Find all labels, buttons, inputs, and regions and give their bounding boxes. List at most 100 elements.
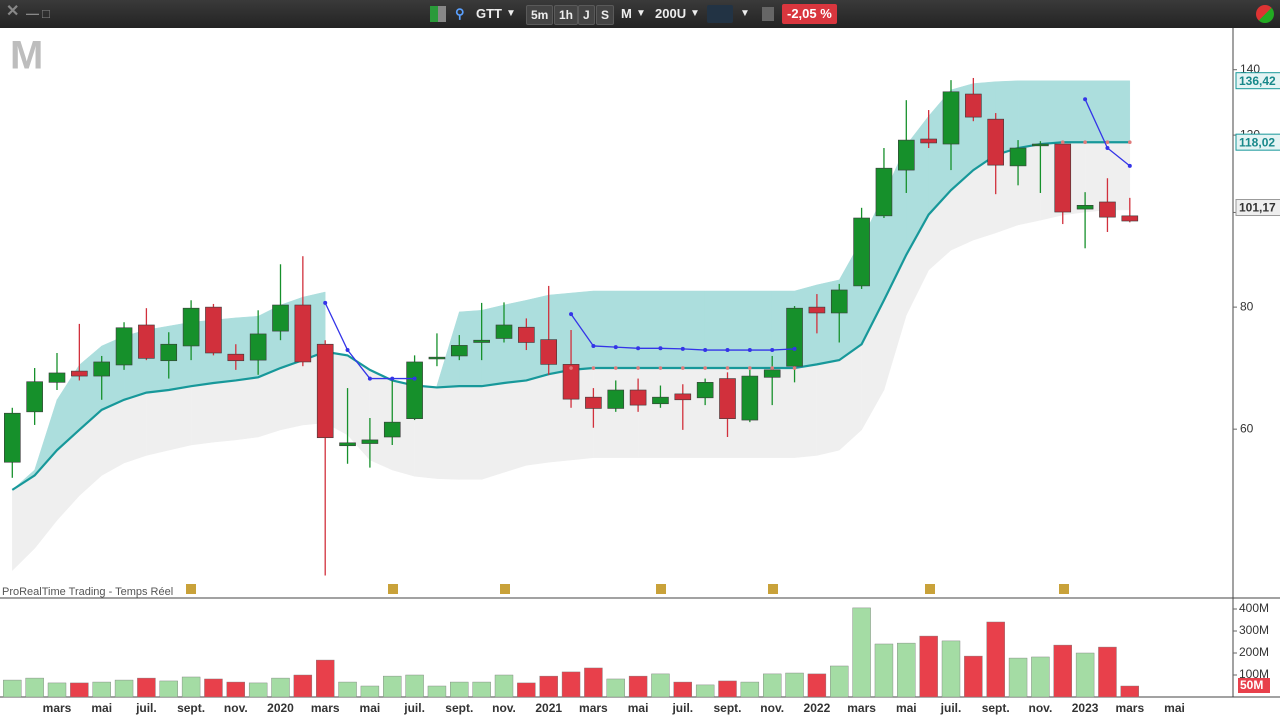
x-tick-label: mai [896,701,917,715]
lower-band-fill [794,364,818,458]
close-button[interactable]: ✕ [6,3,20,20]
signal-dot [323,300,328,305]
candle-body [696,382,714,399]
volume-bar [628,675,648,698]
symbol[interactable]: GTT [476,6,502,21]
signal-dot [367,376,372,381]
candle-body [965,93,982,118]
lower-band-fill [101,399,125,476]
units[interactable]: 200U [655,6,687,21]
signal-dot [591,343,596,348]
x-tick-label: sept. [713,701,741,715]
dropdown-arrow[interactable]: ▼ [690,8,700,19]
volume-bar [137,677,156,698]
volume-bar [47,682,67,698]
x-tick-label: mars [1115,701,1144,715]
upper-band-fill [727,290,751,369]
lower-band-fill [123,392,147,464]
info-icon[interactable] [762,7,774,21]
dropdown-arrow[interactable]: ▼ [740,8,750,19]
volume-bar [606,678,625,698]
signal-dot [1060,140,1065,145]
indicator-icon[interactable] [707,5,733,23]
event-icon[interactable] [500,584,510,594]
candle-body [875,167,893,217]
volume-bar [383,675,402,698]
interval-button[interactable]: J [578,5,595,25]
candle-body [316,343,334,439]
candle-body [294,304,312,363]
event-icon[interactable] [1059,584,1069,594]
candle-body [518,326,535,343]
volume-bar [3,679,22,698]
event-icon[interactable] [186,584,196,594]
upper-band-fill [704,290,728,369]
signal-dot [636,366,640,370]
lower-band-fill [481,382,505,480]
volume-bar [874,643,894,698]
candle-body [562,364,580,400]
volume-bar [248,682,268,698]
link-icon[interactable]: ⚲ [455,6,465,21]
event-icon[interactable] [925,584,935,594]
volume-bar [1098,646,1117,698]
event-icon[interactable] [388,584,398,594]
candle-body [1099,201,1116,218]
interval-button[interactable]: M [621,6,632,21]
volume-bar [673,681,692,698]
candle-body [719,378,736,419]
refresh-icon[interactable] [1256,5,1274,23]
interval-button[interactable]: S [596,5,615,25]
x-tick-label: mars [311,701,340,715]
dropdown-arrow[interactable]: ▼ [506,8,516,19]
signal-dot [569,312,574,317]
price-marker [1235,72,1280,90]
maximize-button[interactable]: □ [42,6,50,21]
volume-bar [897,642,916,698]
upper-band-fill [1017,80,1041,149]
x-tick-label: 2021 [535,701,562,715]
lower-band-fill [213,380,237,443]
candle-body [160,343,178,362]
interval-button[interactable]: 1h [554,5,579,25]
price-marker-label: 136,42 [1239,74,1276,88]
volume-marker [1238,678,1270,693]
y-tick-label: 100M [1239,667,1269,681]
volume-bar [1031,656,1050,698]
candle-body [1032,143,1049,147]
minimize-button[interactable]: — [26,6,39,21]
candle-body [227,353,245,362]
y-tick-label: 400M [1239,601,1269,615]
candle-body [361,439,379,444]
volume-bar [159,680,178,698]
candle-body [406,361,423,419]
signal-dot [770,366,774,370]
upper-band-fill [615,290,639,369]
candle-body [182,307,200,347]
event-icon[interactable] [656,584,666,594]
volume-bar [830,665,849,698]
signal-dot [613,345,618,350]
lower-band-fill [369,369,393,471]
change-badge: -2,05 % [782,4,837,24]
chart-type-icon[interactable] [430,6,446,22]
price-marker [1235,199,1280,217]
upper-band-fill [1040,80,1063,145]
candle-body [93,361,110,377]
event-icon[interactable] [768,584,778,594]
candle-body [897,139,915,171]
candle-body [741,375,759,421]
x-tick-label: 2023 [1072,701,1099,715]
upper-band-fill [682,290,706,369]
interval-button[interactable]: 5m [526,5,554,25]
volume-bar [651,673,670,698]
event-icons [186,584,1069,594]
signal-dot [1127,163,1132,168]
lower-band-fill [190,382,214,446]
lower-band-fill [280,359,304,431]
volume-bar [450,681,469,698]
x-tick-label: 2020 [267,701,294,715]
dropdown-arrow[interactable]: ▼ [636,8,646,19]
lower-band-fill [615,367,639,458]
